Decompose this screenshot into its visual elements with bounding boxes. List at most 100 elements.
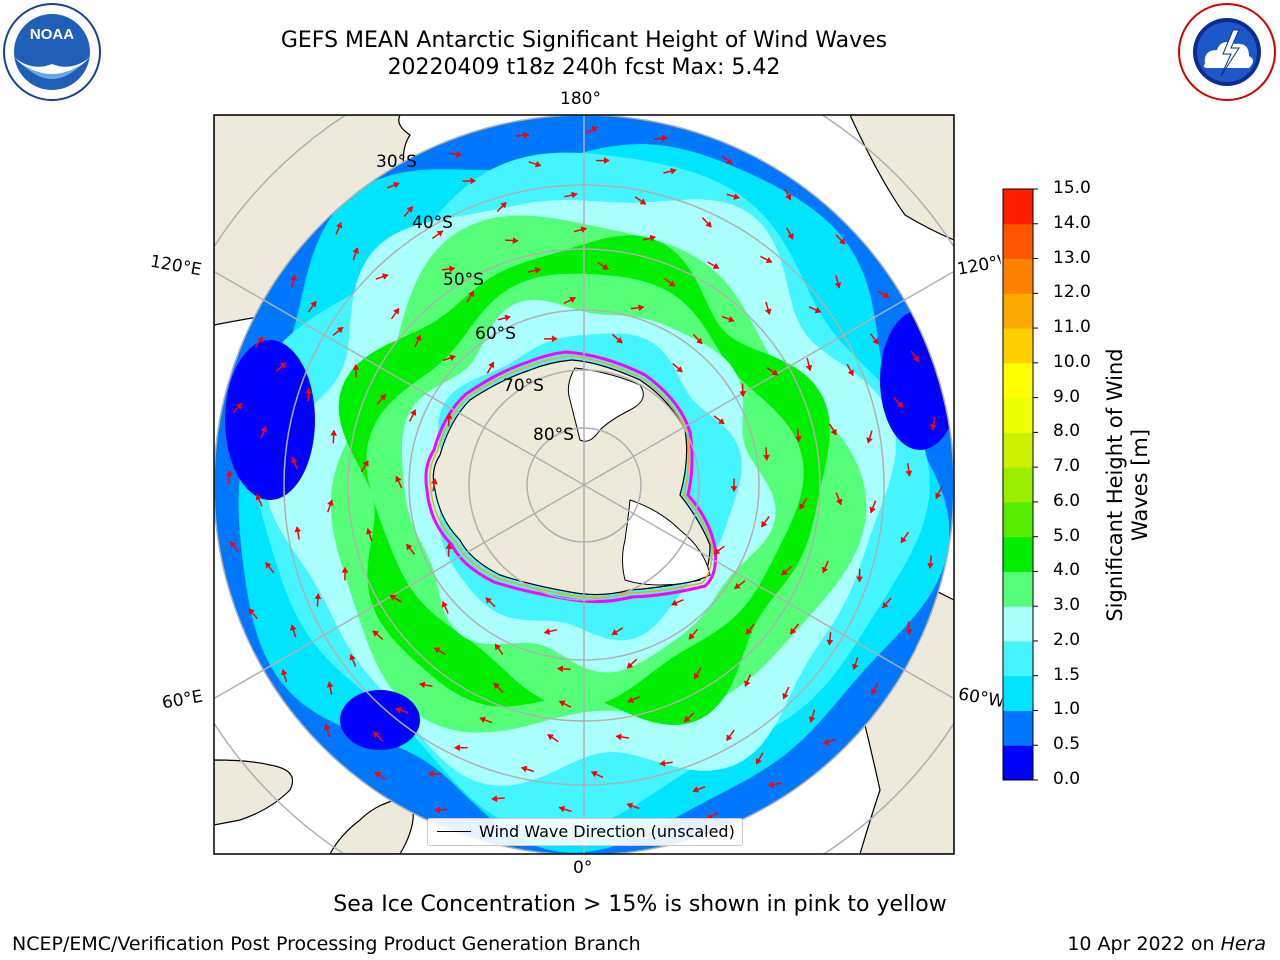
wind-wave-arrow	[745, 623, 755, 635]
wind-wave-arrow	[520, 765, 535, 773]
colorbar-swatch	[1003, 536, 1033, 572]
graticule	[214, 115, 954, 854]
wind-wave-arrow	[612, 333, 623, 344]
wind-wave-arrow	[869, 500, 877, 514]
colorbar-swatch	[1003, 745, 1033, 781]
wind-wave-arrow	[763, 447, 770, 461]
wind-wave-arrow	[442, 354, 456, 362]
wind-wave-arrow	[701, 217, 712, 228]
wind-wave-arrow	[307, 300, 317, 313]
wind-wave-arrow	[405, 543, 416, 555]
wind-wave-arrow	[642, 234, 656, 242]
colorbar-swatch	[1003, 501, 1033, 538]
colorbar-swatch	[1003, 258, 1033, 294]
wind-wave-arrow	[789, 623, 800, 635]
wind-wave-arrow	[389, 594, 402, 603]
wind-wave-arrow	[409, 409, 417, 422]
wind-wave-arrow	[232, 402, 243, 414]
wind-wave-arrow	[376, 394, 387, 405]
colorbar-swatch	[1003, 606, 1033, 642]
wind-wave-arrow	[373, 731, 384, 742]
colorbar-tick-label: 12.0	[1053, 282, 1091, 303]
wind-wave-arrow	[493, 682, 504, 693]
wind-wave-arrow	[374, 771, 387, 780]
lon-label-bottom: 0°	[573, 858, 593, 878]
wind-wave-arrow	[225, 470, 233, 484]
wind-wave-arrow	[352, 364, 360, 378]
colorbar-tick-label: 0.0	[1053, 769, 1081, 789]
colorbar-tick-label: 2.0	[1053, 629, 1081, 650]
ice-shelf-weddell	[622, 499, 711, 586]
wind-wave-arrow	[693, 667, 702, 680]
wind-wave-arrow	[366, 528, 373, 542]
wind-wave-arrow	[395, 475, 403, 489]
wind-wave-arrow	[349, 654, 357, 667]
wind-wave-arrow	[485, 597, 496, 608]
colorbar-swatch	[1003, 675, 1033, 711]
lon-label-top: 180°	[560, 89, 601, 109]
wind-wave-arrow	[496, 201, 507, 213]
wind-wave-arrow	[434, 806, 448, 814]
wind-wave-arrow	[713, 545, 725, 555]
wind-wave-arrow	[654, 134, 668, 142]
wind-wave-arrow	[454, 744, 468, 752]
wind-wave-arrow	[856, 568, 864, 583]
wind-wave-arrow	[626, 658, 638, 669]
wind-wave-arrow	[826, 632, 834, 646]
wind-wave-arrow	[930, 416, 937, 431]
low-wave-patch-southwest	[340, 690, 420, 750]
wind-wave-arrow	[683, 712, 695, 723]
wind-wave-arrow	[866, 430, 873, 444]
wind-wave-arrow	[721, 155, 733, 165]
colorbar-tick-label: 0.5	[1053, 734, 1081, 755]
wind-wave-arrow	[905, 463, 913, 477]
wind-wave-arrow	[726, 193, 740, 200]
wind-wave-arrow	[387, 181, 400, 189]
wind-wave-arrow	[760, 516, 770, 528]
wind-wave-arrow	[725, 729, 735, 742]
wind-wave-arrow	[877, 290, 890, 299]
wind-wave-arrow	[433, 647, 446, 656]
map-legend: Wind Wave Direction (unscaled)	[427, 818, 743, 846]
colorbar-tick-label: 1.5	[1053, 664, 1081, 685]
wind-wave-arrow	[254, 336, 264, 348]
wind-wave-arrow	[275, 362, 287, 372]
wind-wave-arrow	[527, 267, 542, 274]
wind-wave-arrow	[893, 397, 904, 408]
wind-wave-arrow	[834, 275, 842, 289]
wind-wave-arrow	[851, 656, 859, 671]
wind-wave-arrow	[563, 296, 576, 305]
wind-wave-arrow	[543, 628, 558, 635]
wind-wave-arrow	[326, 681, 334, 695]
wind-wave-arrow	[462, 177, 477, 185]
lat-label-40: 40°S	[412, 213, 453, 233]
lat-label-70: 70°S	[503, 376, 544, 396]
chart-subtitle: 20220409 t18z 240h fcst Max: 5.42	[387, 55, 781, 80]
wind-wave-arrow	[590, 771, 604, 779]
wind-wave-arrow	[882, 597, 892, 609]
wind-wave-arrow	[330, 429, 338, 444]
lat-label-80: 80°S	[533, 425, 574, 445]
wind-wave-arrow	[611, 627, 624, 636]
wind-wave-arrow	[782, 686, 790, 700]
wind-wave-arrow	[671, 599, 684, 606]
wind-wave-arrow	[596, 261, 609, 270]
lat-label-30: 30°S	[376, 152, 417, 172]
colorbar-tick-label: 7.0	[1053, 456, 1081, 477]
wind-wave-arrow	[760, 255, 773, 263]
wind-wave-arrow	[692, 333, 703, 345]
wind-wave-arrow	[430, 478, 438, 492]
wind-wave-arrow	[375, 273, 389, 280]
wind-wave-arrow	[935, 486, 943, 500]
date-stamp: 10 Apr 2022 on Hera	[1067, 933, 1266, 955]
wind-wave-arrow	[822, 738, 836, 746]
wind-wave-arrow	[515, 131, 530, 139]
wind-wave-arrow	[821, 560, 829, 574]
wind-wave-arrow	[494, 643, 504, 656]
colorbar-swatch	[1003, 710, 1033, 746]
legend-line-sample	[437, 831, 471, 832]
wind-wave-arrow	[326, 499, 334, 513]
colorbar-swatch	[1003, 432, 1033, 468]
wind-wave-arrow	[659, 759, 673, 767]
colorbar-frame	[1002, 188, 1034, 781]
